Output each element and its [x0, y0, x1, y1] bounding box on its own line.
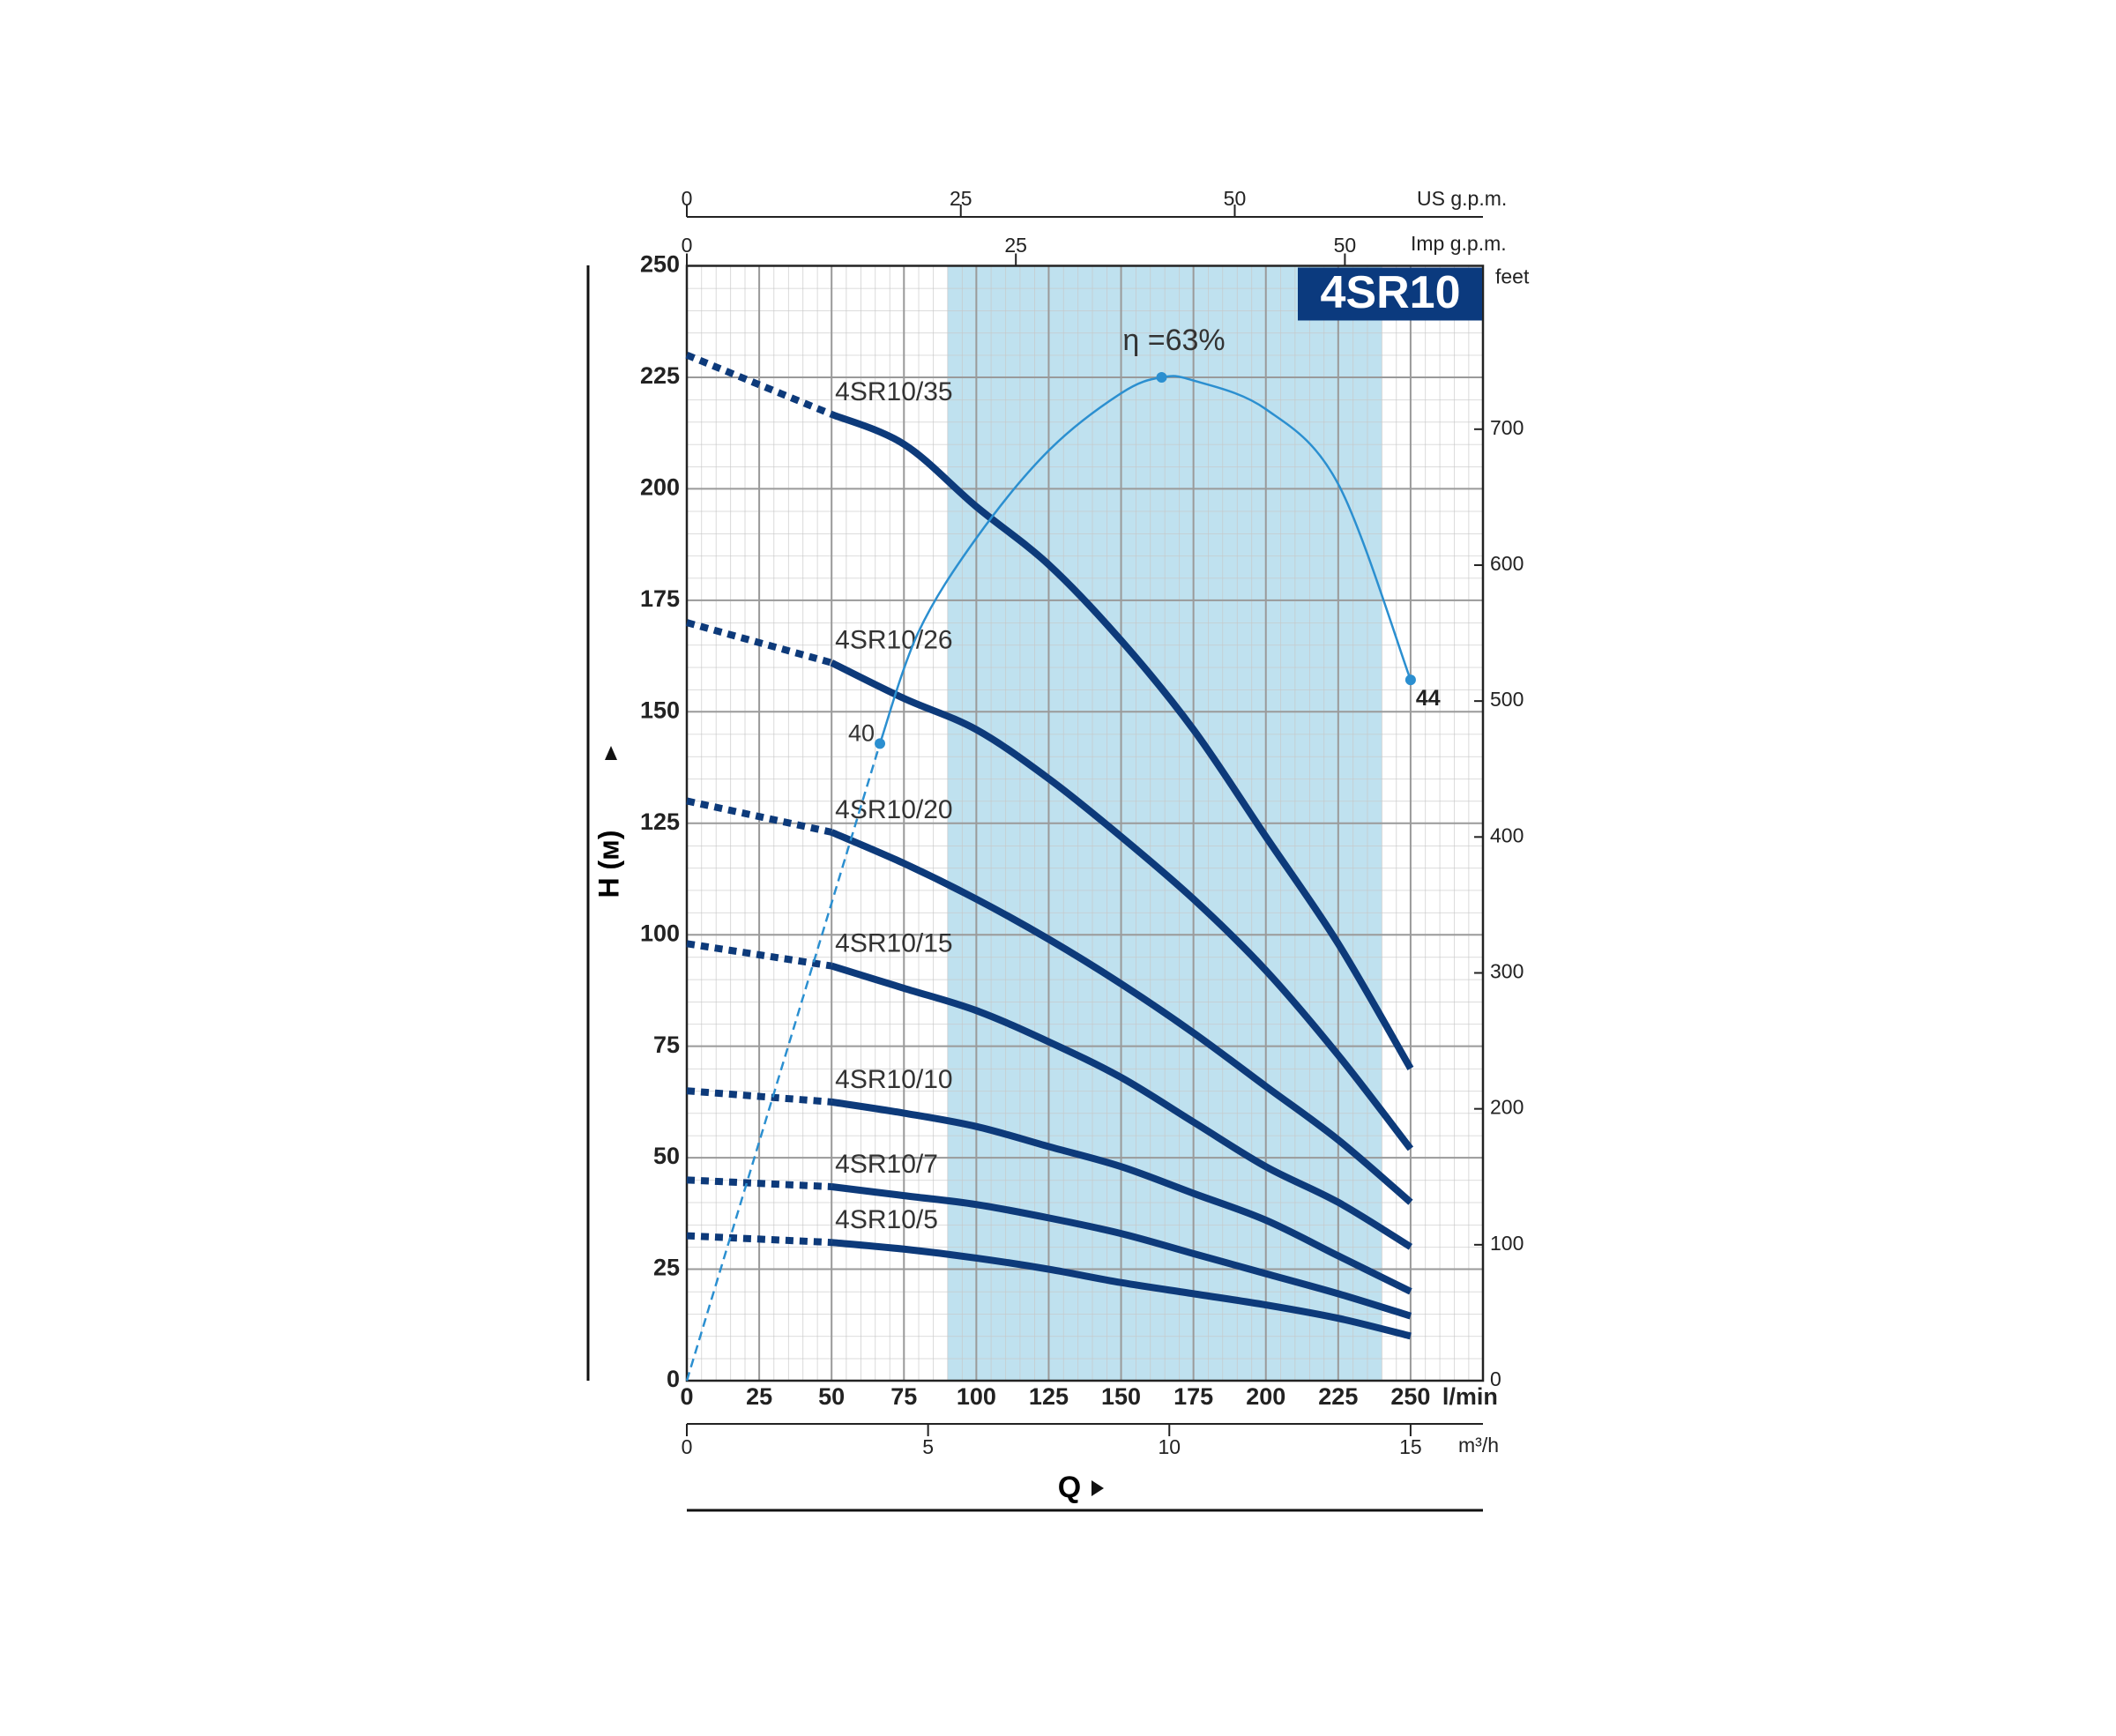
y2-tick-label: 300	[1490, 960, 1524, 983]
y-tick-label: 100	[640, 920, 680, 946]
title-badge	[1298, 267, 1482, 321]
x-tick-label: 75	[890, 1383, 917, 1410]
x-tick-label: 50	[818, 1383, 845, 1410]
x-tick-label: 125	[1029, 1383, 1069, 1410]
secondary-axis-label: Imp g.p.m.	[1411, 232, 1507, 255]
secondary-tick-label: 25	[1004, 234, 1027, 257]
secondary-tick-label: 25	[950, 187, 972, 210]
curve-label: 4SR10/5	[835, 1205, 938, 1234]
y2-tick-label: 600	[1490, 552, 1524, 575]
pump-curve	[831, 1239, 1412, 1340]
pump-curve-dotted	[686, 1087, 832, 1106]
x-tick-label: 225	[1318, 1383, 1358, 1410]
y-tick-label: 200	[640, 474, 680, 501]
y2-axis-label: feet	[1495, 265, 1530, 288]
secondary-tick-label: 50	[1334, 234, 1357, 257]
efficiency-point	[1156, 371, 1167, 383]
pump-curve-dotted	[686, 1232, 832, 1247]
x-tick-label: 25	[746, 1383, 772, 1410]
x-quantity-label: Q	[1058, 1471, 1081, 1504]
x-tick-label: 175	[1173, 1383, 1213, 1410]
x-tick-label: 100	[957, 1383, 996, 1410]
y2-tick-label: 100	[1490, 1232, 1524, 1255]
pump-curve	[830, 411, 1414, 1070]
curve-label: 4SR10/35	[835, 377, 952, 406]
efficiency-point	[1404, 674, 1416, 686]
efficiency-label: η =63%	[1122, 324, 1225, 357]
efficiency-point	[875, 738, 886, 749]
y-tick-label: 75	[653, 1032, 680, 1058]
x-tick-label: 150	[1101, 1383, 1141, 1410]
pump-curve-dotted	[686, 940, 832, 970]
secondary-axis-label: US g.p.m.	[1417, 187, 1507, 210]
arrow-right	[1092, 1480, 1104, 1496]
y-tick-label: 175	[640, 585, 680, 612]
efficiency-curve	[878, 375, 1412, 744]
secondary-tick-label: 15	[1399, 1435, 1422, 1458]
efficiency-dashed	[685, 743, 882, 1382]
plot-layer: 0255075100125150175200225250010020030040…	[640, 187, 1530, 1458]
y-tick-label: 25	[653, 1255, 680, 1281]
secondary-tick-label: 50	[1224, 187, 1247, 210]
y-tick-label: 225	[640, 362, 680, 389]
y-tick-label: 125	[640, 808, 680, 835]
x-tick-label: 0	[680, 1383, 693, 1410]
curve-label: 4SR10/20	[835, 795, 952, 824]
chart-title: 4SR10	[1321, 267, 1461, 318]
pump-curve-dotted	[685, 619, 833, 667]
y2-tick-label: 700	[1490, 416, 1524, 439]
pump-curve	[831, 962, 1413, 1250]
y2-tick-label: 400	[1490, 823, 1524, 846]
y2-tick-label: 0	[1490, 1367, 1501, 1390]
secondary-axis-label: m³/h	[1458, 1434, 1499, 1457]
x-tick-label: 250	[1390, 1383, 1430, 1410]
y-tick-label: 250	[640, 251, 680, 278]
y-tick-label: 0	[667, 1366, 680, 1392]
curve-label: 4SR10/7	[835, 1150, 938, 1179]
secondary-tick-label: 0	[682, 234, 693, 257]
x-tick-label: 200	[1246, 1383, 1285, 1410]
pump-curve-dotted	[686, 1176, 832, 1190]
pump-curve	[830, 829, 1413, 1205]
efficiency-label: 44	[1416, 686, 1441, 711]
secondary-tick-label: 0	[682, 1435, 693, 1458]
x-axis-label: l/min	[1442, 1383, 1498, 1410]
efficiency-label: 40	[848, 720, 875, 747]
y-tick-label: 150	[640, 697, 680, 723]
y-axis-label: H (м)	[592, 831, 624, 898]
arrow-up	[605, 746, 617, 760]
curve-label: 4SR10/26	[835, 626, 952, 655]
curve-label: 4SR10/15	[835, 929, 952, 958]
pump-curve	[831, 1183, 1412, 1320]
curve-label: 4SR10/10	[835, 1065, 952, 1094]
y2-tick-label: 200	[1490, 1096, 1524, 1119]
secondary-tick-label: 10	[1158, 1435, 1181, 1458]
pump-curve	[831, 1098, 1412, 1295]
pump-curve-dotted	[686, 797, 833, 836]
pump-curve-dotted	[685, 351, 833, 418]
y-tick-label: 50	[653, 1143, 680, 1169]
pump-curve	[830, 659, 1414, 1151]
secondary-tick-label: 0	[682, 187, 693, 210]
secondary-tick-label: 5	[922, 1435, 934, 1458]
y2-tick-label: 500	[1490, 688, 1524, 711]
